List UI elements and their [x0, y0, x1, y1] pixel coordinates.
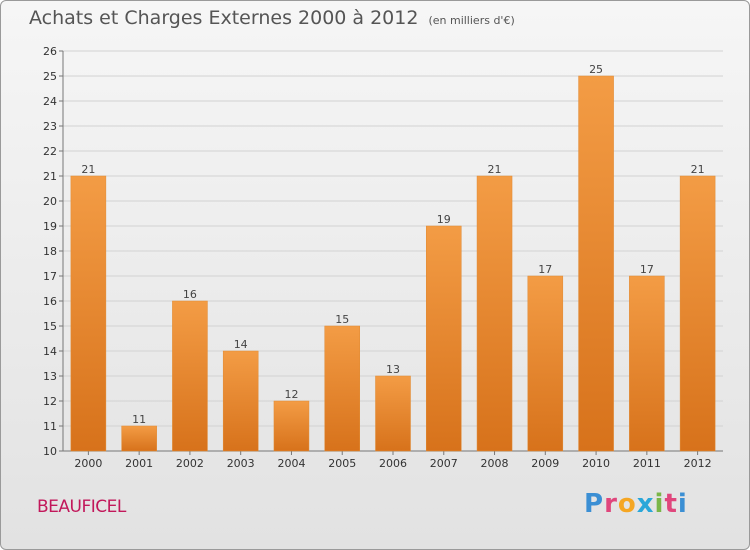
commune-name: BEAUFICEL	[37, 497, 126, 517]
data-label-2011: 17	[640, 263, 654, 276]
data-label-2005: 15	[335, 313, 349, 326]
x-tick-label-2011: 2011	[633, 457, 661, 470]
labels: 10 11 12 13 14 15 16 17 18 19 20 21 22 23 24 25 26 21 2000…	[43, 45, 712, 470]
x-tick-label-2008: 2008	[481, 457, 509, 470]
data-label-2010: 25	[589, 63, 603, 76]
y-tick-label: 22	[43, 145, 57, 158]
bar-2009	[527, 275, 564, 452]
bar-2012	[679, 175, 716, 452]
bar-2000	[70, 175, 107, 452]
data-label-2008: 21	[488, 163, 502, 176]
y-tick-label: 24	[43, 95, 57, 108]
proxiti-logo: Proxiti	[584, 489, 688, 519]
logo-letter: x	[636, 489, 655, 519]
chart-subtitle: (en milliers d'€)	[428, 14, 515, 27]
x-tick-label-2007: 2007	[430, 457, 458, 470]
data-label-2012: 21	[691, 163, 705, 176]
y-tick-label: 17	[43, 270, 57, 283]
data-label-2001: 11	[132, 413, 146, 426]
bar-2001	[121, 425, 157, 452]
data-label-2006: 13	[386, 363, 400, 376]
bar-2006	[375, 375, 411, 452]
bar-2002	[172, 300, 208, 452]
bar-2004	[273, 400, 310, 452]
data-label-2007: 19	[437, 213, 451, 226]
y-tick-label: 18	[43, 245, 57, 258]
logo-letter: P	[584, 489, 605, 519]
data-label-2004: 12	[284, 388, 298, 401]
x-tick-label-2002: 2002	[176, 457, 204, 470]
x-tick-label-2005: 2005	[328, 457, 356, 470]
x-tick-label-2012: 2012	[684, 457, 712, 470]
y-tick-label: 14	[43, 345, 57, 358]
x-tick-label-2003: 2003	[227, 457, 255, 470]
x-tick-label-2010: 2010	[582, 457, 610, 470]
x-tick-label-2004: 2004	[277, 457, 305, 470]
x-tick-label-2009: 2009	[531, 457, 559, 470]
bar-2011	[629, 275, 665, 452]
logo-letter: i	[654, 489, 665, 519]
y-tick-label: 10	[43, 445, 57, 458]
x-tick-label-2000: 2000	[74, 457, 102, 470]
logo-letter: i	[677, 489, 688, 519]
chart-title: Achats et Charges Externes 2000 à 2012 (e…	[29, 7, 515, 29]
bars	[70, 75, 716, 452]
bar-2010	[578, 75, 614, 452]
y-tick-label: 16	[43, 295, 57, 308]
y-tick-label: 23	[43, 120, 57, 133]
y-tick-label: 25	[43, 70, 57, 83]
bar-2005	[324, 325, 360, 452]
data-label-2003: 14	[234, 338, 248, 351]
y-tick-label: 11	[43, 420, 57, 433]
y-tick-label: 15	[43, 320, 57, 333]
logo-letter: t	[664, 489, 678, 519]
y-tick-label: 19	[43, 220, 57, 233]
data-label-2009: 17	[538, 263, 552, 276]
y-tick-label: 20	[43, 195, 57, 208]
x-tick-label-2006: 2006	[379, 457, 407, 470]
logo-letter: r	[604, 489, 618, 519]
data-label-2000: 21	[81, 163, 95, 176]
bar-2008	[476, 175, 513, 452]
y-tick-label: 12	[43, 395, 57, 408]
y-tick-label: 26	[43, 45, 57, 58]
data-label-2002: 16	[183, 288, 197, 301]
bar-2003	[222, 350, 259, 452]
logo-letter: o	[617, 489, 637, 519]
chart-title-text: Achats et Charges Externes 2000 à 2012	[29, 7, 419, 29]
y-tick-label: 21	[43, 170, 57, 183]
bar-2007	[426, 225, 462, 452]
y-tick-label: 13	[43, 370, 57, 383]
x-tick-label-2001: 2001	[125, 457, 153, 470]
